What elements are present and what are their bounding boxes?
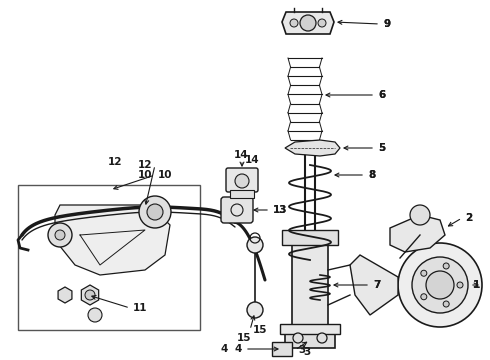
Circle shape [290,19,298,27]
Circle shape [293,333,303,343]
Text: 9: 9 [383,19,390,29]
Text: 6: 6 [378,90,385,100]
Text: 9: 9 [383,19,390,29]
Text: 14: 14 [245,155,260,165]
Text: 13: 13 [273,205,288,215]
Polygon shape [390,215,445,252]
Circle shape [48,223,72,247]
Text: 4: 4 [220,344,227,354]
Circle shape [300,15,316,31]
Text: 5: 5 [378,143,385,153]
FancyBboxPatch shape [221,197,253,223]
Polygon shape [285,140,340,156]
Polygon shape [81,285,98,305]
Bar [18,185,200,330]
Circle shape [398,243,482,327]
Text: 1: 1 [473,280,480,290]
Bar [282,230,338,245]
Text: 12: 12 [138,160,152,170]
Circle shape [457,282,463,288]
Text: 5: 5 [378,143,385,153]
Bar [292,245,328,330]
Text: 3: 3 [303,347,310,357]
Text: 11: 11 [133,303,147,313]
Circle shape [147,204,163,220]
Text: 2: 2 [465,213,472,223]
Text: 15: 15 [237,333,251,343]
Circle shape [443,263,449,269]
Polygon shape [58,287,72,303]
Circle shape [55,230,65,240]
Text: 13: 13 [273,205,288,215]
Bar [285,330,335,348]
Bar [272,342,292,356]
Bar [280,324,340,334]
Text: 14: 14 [234,150,248,160]
Text: 3: 3 [298,345,305,355]
Text: 15: 15 [253,325,268,335]
Polygon shape [282,12,334,34]
Circle shape [443,301,449,307]
Text: 7: 7 [373,280,380,290]
Circle shape [318,19,326,27]
Circle shape [247,237,263,253]
Text: 4: 4 [235,344,242,354]
Circle shape [412,257,468,313]
FancyBboxPatch shape [226,168,258,192]
Circle shape [421,270,427,276]
Text: 7: 7 [373,280,380,290]
Circle shape [139,196,171,228]
Text: 8: 8 [368,170,375,180]
Circle shape [426,271,454,299]
Circle shape [421,294,427,300]
Circle shape [88,308,102,322]
Text: 2: 2 [465,213,472,223]
Text: 6: 6 [378,90,385,100]
Polygon shape [350,255,398,315]
Circle shape [247,302,263,318]
Text: 1: 1 [473,280,480,290]
Circle shape [235,174,249,188]
Circle shape [317,333,327,343]
Text: 8: 8 [368,170,375,180]
Text: 12: 12 [108,157,122,167]
Circle shape [85,290,95,300]
Circle shape [410,205,430,225]
Text: 10: 10 [138,170,152,180]
Polygon shape [55,205,170,275]
Text: 10: 10 [158,170,172,180]
Bar [230,190,254,198]
